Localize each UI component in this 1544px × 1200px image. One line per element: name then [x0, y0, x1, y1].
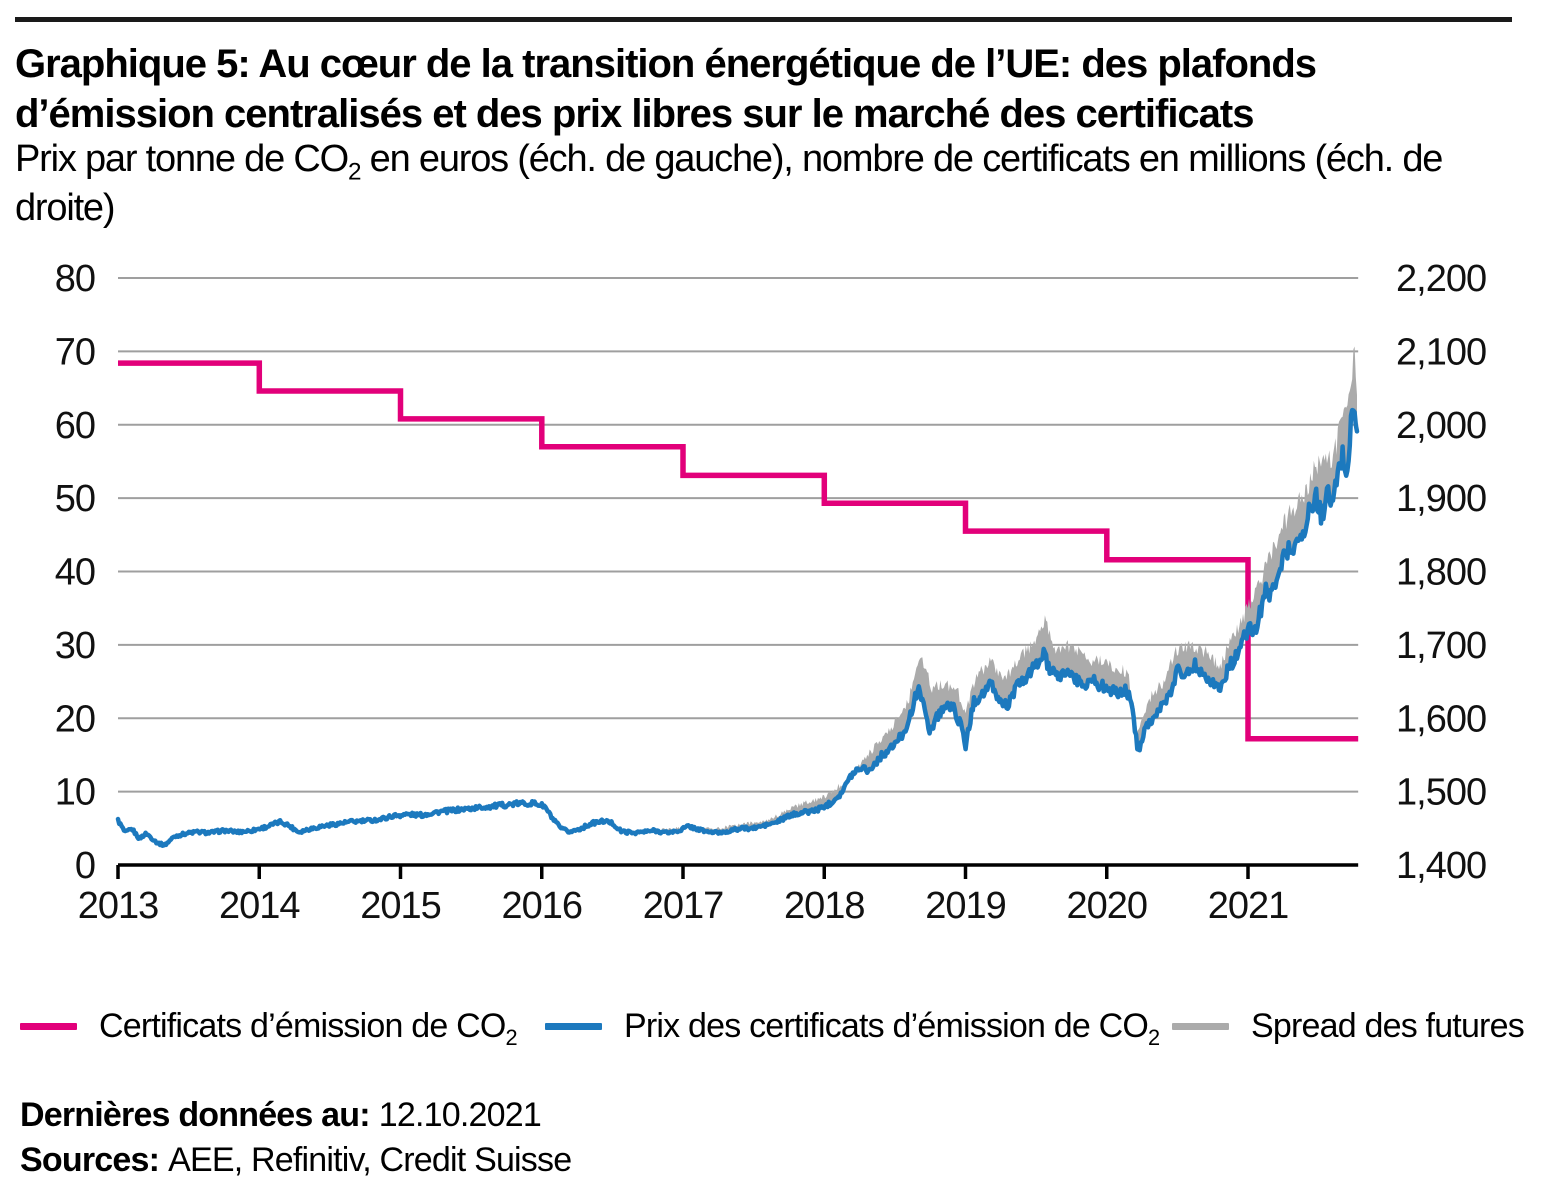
- last-data-value: 12.10.2021: [378, 1096, 542, 1134]
- legend-label-spread: Spread des futures: [1251, 1006, 1525, 1046]
- legend-label-price: Prix des certificats d’émission de CO2: [624, 1006, 1160, 1050]
- y-right-axis-label: 1,500: [1396, 772, 1486, 814]
- legend-item-price: Prix des certificats d’émission de CO2: [545, 1002, 1160, 1050]
- x-axis-label: 2014: [219, 885, 300, 927]
- y-left-axis-label: 60: [55, 405, 95, 447]
- y-left-axis-label: 20: [55, 698, 95, 740]
- y-right-axis-label: 2,000: [1396, 405, 1486, 447]
- y-left-axis-label: 40: [55, 552, 95, 594]
- x-axis-label: 2016: [501, 885, 582, 927]
- y-right-axis-label: 1,800: [1396, 552, 1486, 594]
- spread-band-swatch: [1172, 1022, 1229, 1030]
- y-right-axis-label: 1,400: [1396, 845, 1486, 887]
- subtitle-co2-subscript: 2: [347, 158, 362, 186]
- legend-label-spread-text: Spread des futures: [1251, 1006, 1525, 1045]
- chart-legend: Certificats d’émission de CO2 Prix des c…: [0, 1002, 1544, 1050]
- y-left-axis-label: 50: [55, 478, 95, 520]
- y-left-axis-label: 80: [55, 258, 95, 300]
- y-right-axis-label: 1,700: [1396, 625, 1486, 667]
- chart-svg: 2013 2014 2015 2016 2017 2018 2019 2020 2021 0 10 2…: [55, 258, 1487, 927]
- y-right-axis-label: 2,100: [1396, 331, 1486, 373]
- y-right-axis-label: 1,900: [1396, 478, 1486, 520]
- x-axis-label: 2015: [360, 885, 441, 927]
- subtitle-text-post: en euros (éch. de gauche), nombre de cer…: [15, 138, 1443, 230]
- y-left-axis-label: 30: [55, 625, 95, 667]
- cap-step-line: [118, 360, 1359, 742]
- y-left-axis-label: 0: [75, 845, 95, 887]
- co2-certificates-chart: 2013 2014 2015 2016 2017 2018 2019 2020 2021 0 10 2…: [0, 240, 1544, 960]
- x-axis-label: 2013: [78, 885, 159, 927]
- legend-label-cap-text: Certificats d’émission de CO: [99, 1006, 506, 1045]
- cap-line-swatch: [20, 1022, 77, 1030]
- legend-price-subscript: 2: [1148, 1024, 1160, 1050]
- last-data-note: Dernières données au: 12.10.2021: [20, 1096, 542, 1135]
- subtitle-text-pre: Prix par tonne de CO: [15, 138, 349, 180]
- x-axis-label: 2018: [784, 885, 865, 927]
- price-line: [115, 407, 1360, 848]
- page-subtitle: Prix par tonne de CO2 en euros (éch. de …: [15, 135, 1525, 234]
- top-divider: [15, 17, 1512, 22]
- legend-label-price-text: Prix des certificats d’émission de CO: [624, 1006, 1149, 1045]
- sources-label: Sources:: [20, 1141, 160, 1179]
- price-line-swatch: [545, 1022, 602, 1030]
- x-axis-label: 2019: [925, 885, 1006, 927]
- legend-cap-subscript: 2: [505, 1024, 518, 1050]
- y-right-axis-label: 1,600: [1396, 698, 1486, 740]
- y-right-axis-label: 2,200: [1396, 258, 1486, 300]
- legend-item-cap: Certificats d’émission de CO2: [20, 1002, 518, 1050]
- legend-label-cap: Certificats d’émission de CO2: [99, 1006, 518, 1050]
- futures-spread-band: [661, 346, 1357, 834]
- x-axis-label: 2020: [1066, 885, 1147, 927]
- x-axis-label: 2021: [1208, 885, 1289, 927]
- last-data-label: Dernières données au:: [20, 1096, 371, 1134]
- legend-item-spread: Spread des futures: [1172, 1002, 1525, 1050]
- page-title: Graphique 5: Au cœur de la transition én…: [15, 42, 1317, 136]
- sources-value: AEE, Refinitiv, Credit Suisse: [168, 1141, 572, 1179]
- y-left-axis-label: 10: [55, 772, 95, 814]
- sources-note: Sources: AEE, Refinitiv, Credit Suisse: [20, 1141, 572, 1180]
- x-axis-label: 2017: [643, 885, 724, 927]
- y-left-axis-label: 70: [55, 331, 95, 373]
